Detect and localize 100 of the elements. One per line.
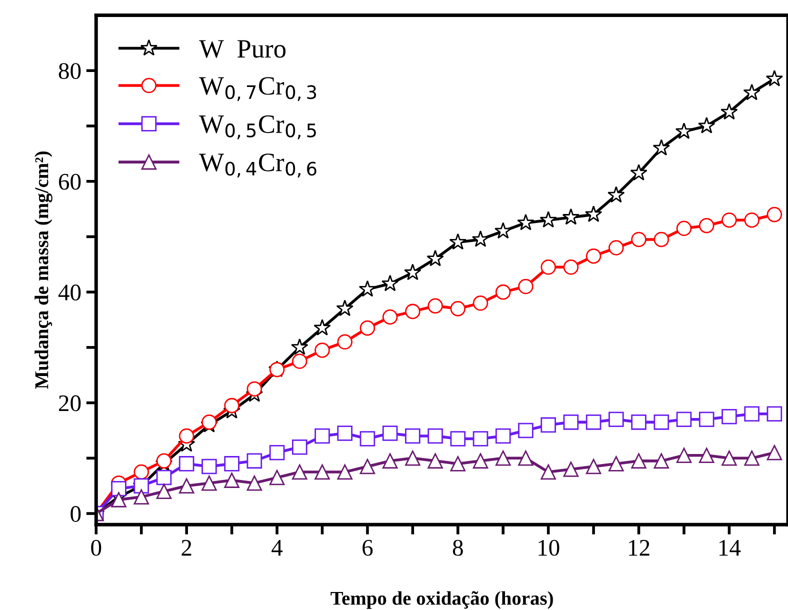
- point: [495, 284, 511, 300]
- point: [134, 489, 149, 505]
- point: [676, 412, 692, 428]
- point: [631, 414, 646, 430]
- point: [111, 480, 126, 496]
- point: [654, 232, 670, 248]
- point: [224, 472, 240, 488]
- point: [722, 450, 737, 466]
- point: [494, 222, 512, 239]
- point: [337, 426, 352, 441]
- point: [450, 301, 466, 316]
- y-tick-label: 80: [58, 63, 81, 80]
- point: [540, 260, 556, 275]
- point: [766, 206, 782, 222]
- point: [540, 417, 556, 433]
- point: [291, 338, 308, 355]
- point: [698, 218, 714, 234]
- point: [720, 103, 738, 120]
- point: [743, 84, 760, 100]
- point: [676, 448, 692, 464]
- point: [314, 319, 331, 336]
- point: [224, 456, 240, 472]
- point: [405, 450, 420, 466]
- x-tick-label: 4: [272, 540, 283, 556]
- point: [766, 406, 782, 422]
- point: [630, 164, 648, 180]
- point: [608, 240, 624, 256]
- point: [584, 206, 602, 222]
- point: [202, 414, 217, 430]
- x-tick-label: 14: [719, 540, 741, 556]
- point: [382, 309, 398, 325]
- point: [269, 444, 285, 460]
- point: [360, 458, 376, 474]
- point: [744, 406, 760, 422]
- point: [314, 428, 330, 444]
- point: [314, 342, 330, 358]
- point: [292, 464, 308, 480]
- point: [405, 428, 420, 444]
- point: [608, 456, 624, 472]
- point: [382, 453, 398, 469]
- point: [744, 212, 760, 228]
- point: [178, 456, 194, 472]
- point: [134, 464, 149, 480]
- x-tick-label: 12: [629, 540, 650, 556]
- point: [472, 230, 490, 247]
- point: [449, 233, 467, 250]
- point: [676, 220, 692, 236]
- point: [156, 484, 172, 500]
- point: [518, 278, 534, 294]
- point: [404, 264, 422, 280]
- point: [382, 426, 398, 441]
- point: [178, 428, 194, 444]
- point: [472, 296, 488, 311]
- point: [495, 450, 511, 466]
- point: [337, 464, 352, 480]
- point: [563, 462, 579, 477]
- point: [405, 304, 420, 320]
- point: [698, 412, 714, 428]
- x-tick-label: 10: [538, 540, 560, 556]
- y-tick-label: 20: [58, 395, 81, 412]
- point: [652, 139, 670, 156]
- point: [292, 354, 308, 369]
- x-axis-title: Tempo de oxidação (horas): [330, 591, 553, 609]
- point: [722, 212, 737, 228]
- point: [675, 122, 693, 139]
- point: [360, 320, 376, 336]
- point: [381, 274, 399, 292]
- point: [156, 470, 172, 486]
- x-tick-label: 0: [91, 540, 102, 556]
- point: [450, 431, 466, 446]
- point: [428, 428, 443, 444]
- x-tick-label: 2: [182, 540, 192, 556]
- legend-label: W$_{0,7}$Cr$_{0,3}$: [199, 77, 316, 102]
- point: [654, 453, 670, 469]
- point: [766, 444, 782, 460]
- point: [608, 186, 625, 203]
- point: [426, 250, 444, 266]
- point: [540, 464, 556, 480]
- point: [202, 475, 217, 491]
- point: [292, 439, 308, 455]
- point: [246, 475, 262, 491]
- y-tick-label: 0: [70, 506, 81, 522]
- point: [269, 470, 285, 486]
- y-tick-label: 60: [58, 174, 81, 190]
- point: [495, 428, 511, 444]
- legend-label: W Puro: [199, 40, 286, 58]
- point: [111, 492, 126, 508]
- point: [744, 450, 760, 466]
- point: [563, 260, 579, 275]
- point: [562, 208, 580, 225]
- point: [631, 453, 646, 469]
- point: [518, 422, 534, 438]
- point: [654, 414, 670, 430]
- point: [722, 409, 737, 424]
- point: [178, 478, 194, 494]
- point: [202, 458, 217, 474]
- point: [472, 431, 488, 446]
- point: [631, 232, 646, 248]
- point: [472, 453, 488, 469]
- point: [586, 248, 602, 264]
